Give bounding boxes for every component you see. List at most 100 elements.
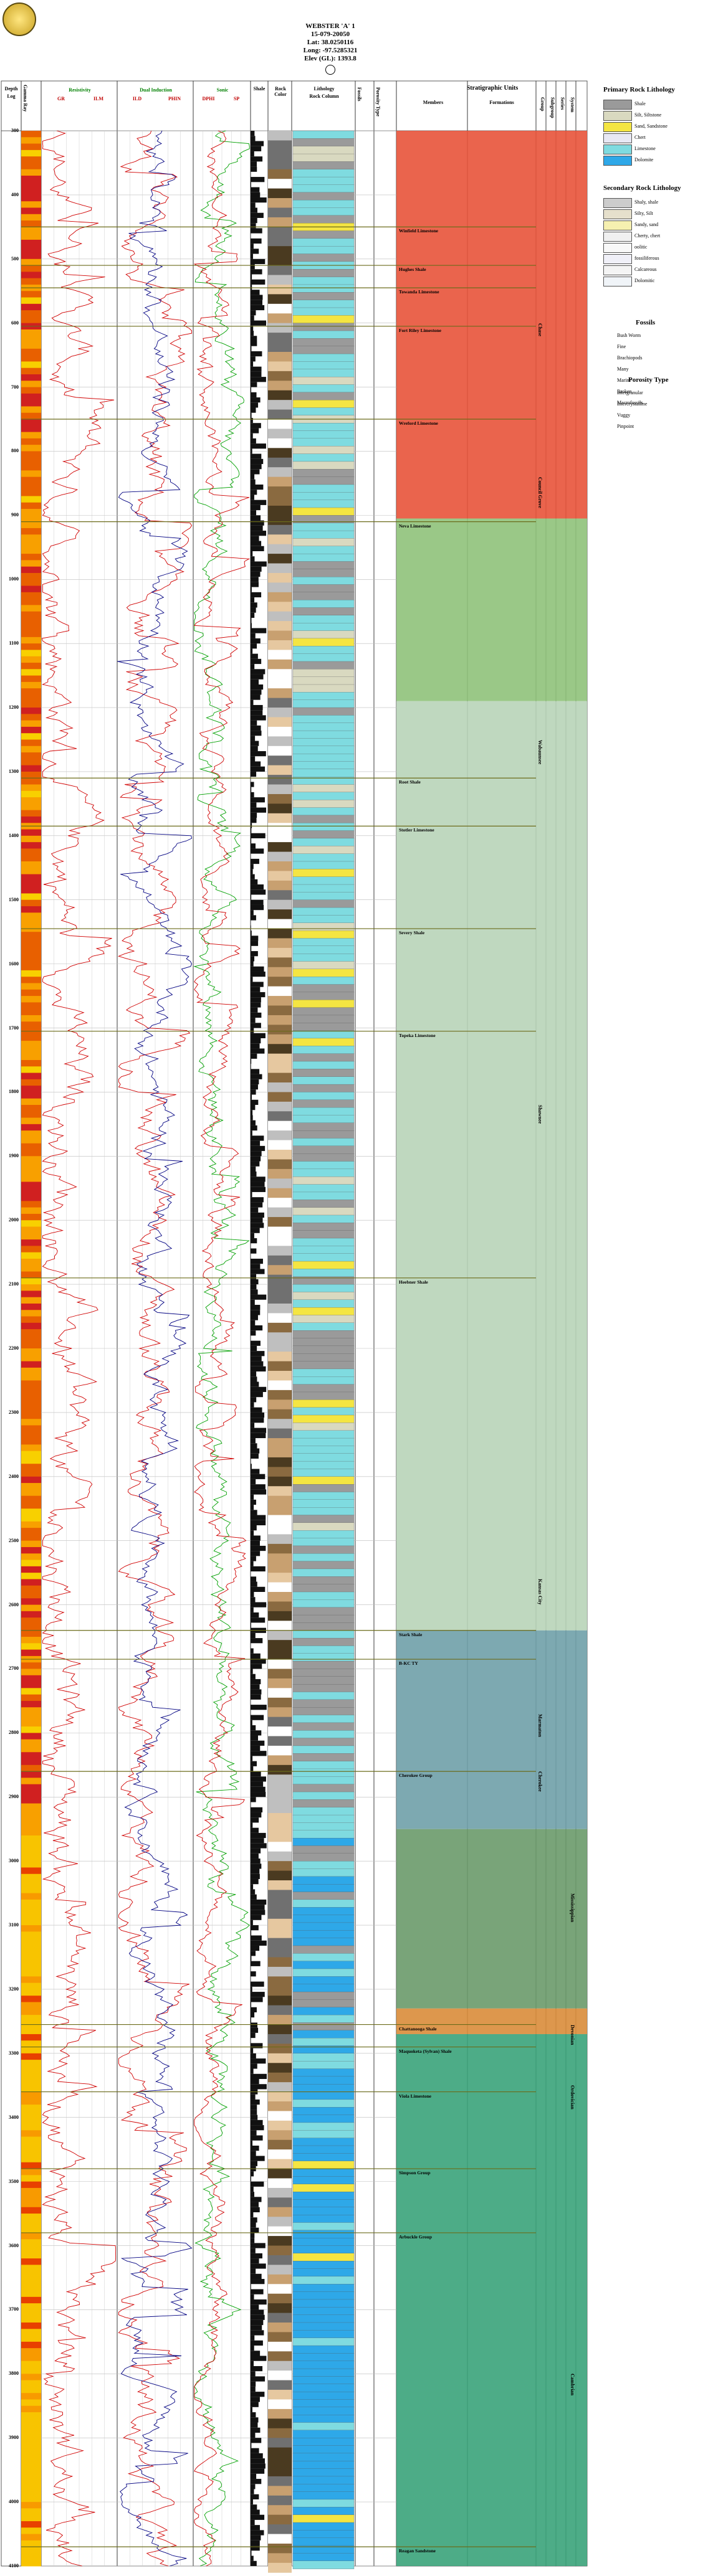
gamma-strip-cell bbox=[21, 2354, 41, 2362]
shale-bar bbox=[251, 1115, 253, 1120]
gamma-strip-cell bbox=[21, 2252, 41, 2259]
lithology-cell bbox=[292, 1822, 355, 1831]
rock-color-cell bbox=[268, 2323, 292, 2332]
lithology-cell bbox=[292, 954, 355, 962]
shale-bar bbox=[251, 1464, 252, 1469]
gamma-strip-cell bbox=[21, 419, 41, 426]
lithology-cell bbox=[292, 638, 355, 646]
shale-header: Shale bbox=[253, 86, 266, 92]
shale-bar bbox=[251, 797, 265, 803]
gamma-strip-cell bbox=[21, 412, 41, 420]
gamma-strip-cell bbox=[21, 252, 41, 260]
rock-color-cell bbox=[268, 2274, 292, 2285]
shale-bar bbox=[251, 823, 252, 828]
shale-bar bbox=[251, 1469, 260, 1474]
legend-label: fossiliferous bbox=[634, 255, 659, 261]
legend-label: Broken bbox=[617, 389, 632, 394]
shale-bar bbox=[251, 187, 260, 192]
gamma-strip-cell bbox=[21, 899, 41, 907]
gamma-strip-cell bbox=[21, 1066, 41, 1074]
formation-label: Ordovician bbox=[570, 2085, 575, 2110]
gamma-strip-cell bbox=[21, 1483, 41, 1490]
rock-color-cell bbox=[268, 2101, 292, 2111]
rock-color-cell bbox=[268, 1851, 292, 1862]
shale-bar bbox=[251, 2099, 260, 2105]
lithology-cell bbox=[292, 1330, 355, 1339]
lithology-cell bbox=[292, 1061, 355, 1070]
shale-bar bbox=[251, 561, 267, 567]
shale-bar bbox=[251, 2181, 264, 2187]
gamma-strip-cell bbox=[21, 816, 41, 823]
shale-bar bbox=[251, 1632, 256, 1639]
gamma-strip-cell bbox=[21, 746, 41, 753]
rock-color-cell bbox=[268, 1371, 292, 1381]
gamma-strip-cell bbox=[21, 355, 41, 362]
shale-bar bbox=[251, 1002, 261, 1008]
gamma-strip-cell bbox=[21, 1534, 41, 1541]
lithology-cell bbox=[292, 753, 355, 762]
gamma-strip-cell bbox=[21, 637, 41, 644]
rock-color-cell bbox=[268, 2313, 292, 2323]
lithology-cell bbox=[292, 1261, 355, 1270]
gamma-strip-cell bbox=[21, 848, 41, 856]
gamma-strip-cell bbox=[21, 1694, 41, 1702]
gamma-strip-cell bbox=[21, 1130, 41, 1137]
lithology-cell bbox=[292, 500, 355, 508]
depth-label-2800: 2800 bbox=[9, 1730, 19, 1736]
shale-bar bbox=[251, 2494, 259, 2499]
rock-color-cell bbox=[268, 131, 292, 141]
shale-bar bbox=[251, 2156, 265, 2161]
gamma-strip-cell bbox=[21, 630, 41, 638]
shale-bar bbox=[251, 2068, 254, 2074]
gamma-strip-cell bbox=[21, 579, 41, 587]
rock-color-cell bbox=[268, 1976, 292, 1987]
shale-bar bbox=[251, 1299, 255, 1305]
gamma-strip-cell bbox=[21, 1592, 41, 1599]
rock-color-cell bbox=[268, 2476, 292, 2486]
lithology-cell bbox=[292, 1784, 355, 1792]
lithology-cell bbox=[292, 1999, 355, 2008]
lithology-cell bbox=[292, 230, 355, 239]
gr-curve bbox=[41, 130, 117, 2567]
lithology-cell bbox=[292, 2507, 355, 2516]
legend-swatch bbox=[603, 209, 632, 219]
shale-bar bbox=[251, 2365, 263, 2372]
gamma-strip-cell bbox=[21, 1579, 41, 1586]
rock-color-cell bbox=[268, 746, 292, 756]
shale-bar bbox=[251, 1474, 266, 1479]
member-label: Stotler Limestone bbox=[399, 827, 434, 833]
lithology-cell bbox=[292, 2230, 355, 2238]
rock-color-cell bbox=[268, 2024, 292, 2035]
lithology-cell bbox=[292, 1630, 355, 1639]
depth-label-1100: 1100 bbox=[9, 640, 19, 646]
legend-label: Cherty, chert bbox=[634, 233, 661, 239]
lithology-cell bbox=[292, 1345, 355, 1354]
rock-color-cell bbox=[268, 1755, 292, 1766]
gamma-strip-cell bbox=[21, 1733, 41, 1740]
rock-color-cell bbox=[268, 1784, 292, 1794]
shale-bar bbox=[251, 438, 256, 444]
lithology-cell bbox=[292, 253, 355, 262]
shale-bar bbox=[251, 1597, 256, 1603]
rock-color-cell bbox=[268, 1044, 292, 1054]
shale-bar bbox=[251, 412, 252, 418]
gamma-strip-cell bbox=[21, 2502, 41, 2509]
formation-label: Wabaunsee bbox=[537, 739, 543, 764]
gamma-strip-cell bbox=[21, 560, 41, 567]
gamma-strip-cell bbox=[21, 2463, 41, 2471]
gamma-strip-cell bbox=[21, 457, 41, 465]
shale-bar bbox=[251, 648, 253, 654]
gamma-strip-cell bbox=[21, 951, 41, 958]
gamma-strip-cell bbox=[21, 387, 41, 394]
gamma-strip-cell bbox=[21, 1918, 41, 1926]
shale-bar bbox=[251, 884, 264, 890]
shale-bar bbox=[251, 2335, 255, 2341]
lithology-cell bbox=[292, 1038, 355, 1046]
lithology-cell bbox=[292, 284, 355, 293]
rock-color-cell bbox=[268, 1313, 292, 1324]
gamma-strip-cell bbox=[21, 1784, 41, 1791]
shale-bar bbox=[251, 2453, 263, 2459]
shale-bar bbox=[251, 1515, 266, 1520]
gamma-strip-cell bbox=[21, 169, 41, 176]
gamma-strip-cell bbox=[21, 1246, 41, 1253]
